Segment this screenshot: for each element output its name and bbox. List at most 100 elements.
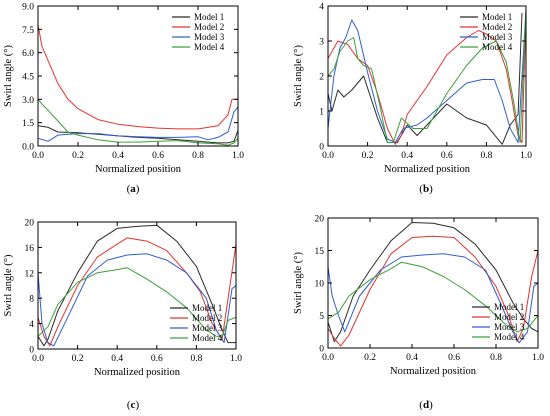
x-tick-label: 0.8 xyxy=(480,151,492,161)
plot-frame xyxy=(37,221,237,350)
chart-panel-b: 0.0 0.2 0.4 0.6 0.8 1.0 0 1 2 3 4 Normalized positi… xyxy=(293,3,532,196)
legend-label-model-2: Model 2 xyxy=(494,312,524,322)
x-tick-label: 0.4 xyxy=(112,151,124,161)
y-tick-label: 0.0 xyxy=(22,143,34,153)
y-axis-title: Swirl angle (°) xyxy=(293,252,304,314)
series-line-model-1 xyxy=(328,222,538,342)
series-group xyxy=(328,9,526,145)
x-tick-label: 0.6 xyxy=(448,353,460,363)
x-axis-title: Normalized position xyxy=(95,164,182,175)
panel-tag-open: ( xyxy=(127,399,131,411)
series-line-model-2 xyxy=(328,12,526,145)
series-line-model-3 xyxy=(38,106,238,142)
panel-tag-close: ) xyxy=(136,183,140,195)
x-tick-label: 0.0 xyxy=(322,151,334,161)
x-tick-label: 1.0 xyxy=(232,151,244,161)
y-axis-title: Swirl angle (°) xyxy=(293,45,304,107)
series-group xyxy=(328,222,538,347)
panel-tag: (a) xyxy=(127,183,140,195)
y-tick-label: 8 xyxy=(29,295,34,305)
x-axis-title: Normalized position xyxy=(384,164,471,175)
y-tick-label: 2 xyxy=(319,73,324,83)
x-tick-label: 1.0 xyxy=(532,353,544,363)
legend-label-model-4: Model 4 xyxy=(194,42,225,52)
series-line-model-2 xyxy=(328,235,538,347)
series-line-model-4 xyxy=(38,98,238,146)
y-tick-label: 3 xyxy=(319,38,324,48)
x-tick-label: 0.4 xyxy=(401,151,413,161)
legend-label-model-1: Model 1 xyxy=(194,12,224,22)
x-tick-label: 0.8 xyxy=(490,353,502,363)
y-tick-label: 4 xyxy=(319,3,324,13)
y-tick-label: 4 xyxy=(29,320,34,330)
y-tick-label: 0 xyxy=(319,143,324,153)
x-tick-label: 0.2 xyxy=(72,354,84,364)
legend-label-model-3: Model 3 xyxy=(192,323,223,333)
y-tick-label: 9.0 xyxy=(22,3,34,13)
series-line-model-3 xyxy=(328,9,526,143)
x-tick-label: 1.0 xyxy=(520,151,532,161)
y-tick-label: 20 xyxy=(315,215,325,225)
x-tick-label: 0.6 xyxy=(441,151,453,161)
y-tick-label: 3.0 xyxy=(22,96,34,106)
chart-panel-d: 0.0 0.2 0.4 0.6 0.8 1.0 0 5 10 15 20 Normalized pos… xyxy=(293,215,544,412)
y-tick-label: 1.5 xyxy=(22,119,34,129)
series-line-model-3 xyxy=(328,253,538,344)
series-line-model-2 xyxy=(38,24,238,130)
series-line-model-4 xyxy=(328,261,538,333)
y-tick-label: 15 xyxy=(315,247,325,257)
y-tick-label: 12 xyxy=(25,269,35,279)
legend-label-model-4: Model 4 xyxy=(192,333,223,343)
series-line-model-1 xyxy=(328,12,523,145)
panel-tag-open: ( xyxy=(419,399,423,411)
legend-label-model-1: Model 1 xyxy=(192,303,222,313)
y-axis-title: Swirl angle (°) xyxy=(3,45,14,107)
legend-label-model-4: Model 4 xyxy=(494,332,525,342)
panel-tag-letter: d xyxy=(423,399,429,411)
series-line-model-4 xyxy=(38,267,236,337)
x-axis-title: Normalized position xyxy=(390,366,477,377)
panel-tag-letter: b xyxy=(423,183,429,195)
panel-tag-open: ( xyxy=(419,183,423,195)
x-tick-label: 0.0 xyxy=(322,353,334,363)
legend-label-model-2: Model 2 xyxy=(192,313,222,323)
legend-label-model-1: Model 1 xyxy=(482,12,512,22)
series-line-model-1 xyxy=(38,125,238,144)
y-tick-label: 5 xyxy=(319,312,324,322)
panel-tag-close: ) xyxy=(429,183,433,195)
y-tick-label: 20 xyxy=(25,219,35,229)
y-tick-label: 10 xyxy=(315,280,325,290)
y-tick-label: 1 xyxy=(319,108,324,118)
x-tick-label: 0.2 xyxy=(362,151,374,161)
x-tick-label: 0.4 xyxy=(406,353,418,363)
x-tick-label: 0.8 xyxy=(190,354,202,364)
x-axis-title: Normalized position xyxy=(94,367,181,378)
series-line-model-1 xyxy=(38,224,236,347)
panel-tag-letter: a xyxy=(130,183,136,195)
legend-label-model-2: Model 2 xyxy=(194,22,224,32)
y-tick-label: 4.5 xyxy=(22,73,34,83)
x-tick-label: 0.6 xyxy=(152,151,164,161)
series-group xyxy=(38,24,238,146)
y-tick-label: 16 xyxy=(25,244,35,254)
panel-tag: (b) xyxy=(419,183,433,195)
chart-panel-c: 0.0 0.2 0.4 0.6 0.8 1.0 0 4 8 12 16 20 Normalized po… xyxy=(3,219,242,412)
y-axis-title: Swirl angle (°) xyxy=(3,254,14,316)
panel-tag-letter: c xyxy=(131,399,136,411)
y-tick-label: 6.0 xyxy=(22,49,34,59)
panel-tag-open: ( xyxy=(127,183,131,195)
chart-panel-a: 0.0 0.2 0.4 0.6 0.8 1.0 0.0 1.5 3.0 4.5 6.0 7.5 9.0 N… xyxy=(3,3,244,196)
panel-tag-close: ) xyxy=(135,399,139,411)
x-tick-label: 0.2 xyxy=(364,353,376,363)
panel-tag-close: ) xyxy=(429,399,433,411)
x-tick-label: 0.0 xyxy=(32,151,44,161)
y-tick-label: 0 xyxy=(319,345,324,355)
panel-tag: (c) xyxy=(127,399,140,411)
y-tick-label: 0 xyxy=(29,346,34,356)
panel-tag: (d) xyxy=(419,399,433,411)
x-tick-label: 0.2 xyxy=(72,151,84,161)
